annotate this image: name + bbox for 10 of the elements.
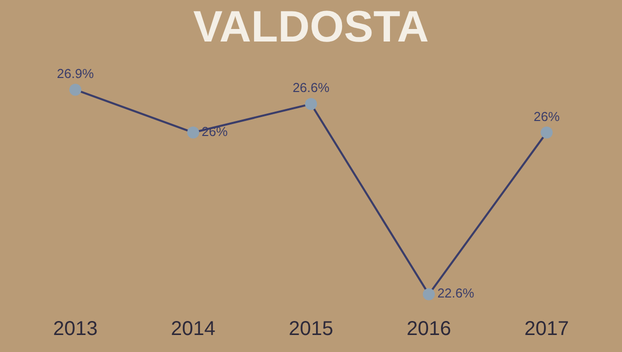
x-tick-label: 2013 bbox=[53, 318, 98, 340]
data-label: 26% bbox=[534, 108, 560, 124]
data-label: 22.6% bbox=[437, 286, 475, 301]
x-tick-label: 2017 bbox=[524, 318, 569, 340]
data-label: 26.9% bbox=[56, 66, 94, 81]
chart-title: VALDOSTA bbox=[193, 2, 429, 52]
x-tick-label: 2014 bbox=[170, 318, 216, 340]
data-label: 26.6% bbox=[292, 80, 330, 96]
x-tick-label: 2016 bbox=[406, 318, 452, 340]
x-tick-label: 2015 bbox=[288, 318, 334, 340]
